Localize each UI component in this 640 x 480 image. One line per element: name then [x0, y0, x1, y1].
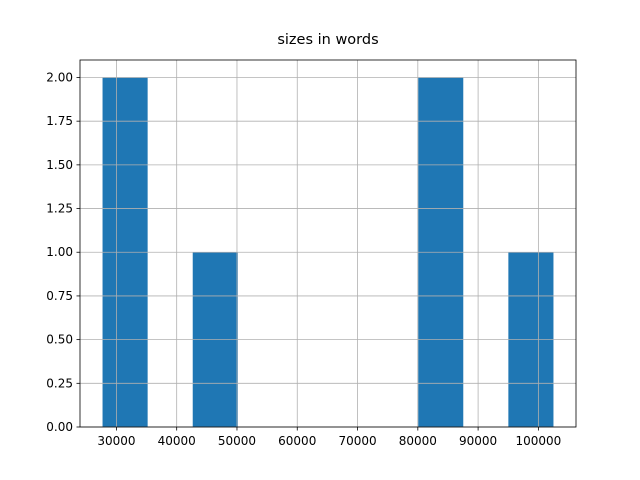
- x-tick-label: 40000: [158, 434, 196, 448]
- x-tick-label: 90000: [459, 434, 497, 448]
- y-tick-label: 0.50: [46, 333, 73, 347]
- x-tick-label: 70000: [338, 434, 376, 448]
- x-tick-label: 80000: [399, 434, 437, 448]
- y-tick-label: 1.75: [46, 114, 73, 128]
- y-tick-label: 1.00: [46, 245, 73, 259]
- x-tick-label: 100000: [515, 434, 561, 448]
- y-tick-label: 1.50: [46, 158, 73, 172]
- x-tick-label: 50000: [218, 434, 256, 448]
- y-tick-label: 0.00: [46, 420, 73, 434]
- plot-frame: [79, 59, 577, 428]
- y-tick-label: 0.25: [46, 376, 73, 390]
- chart-title: sizes in words: [277, 32, 378, 48]
- x-tick-label: 30000: [97, 434, 135, 448]
- y-tick-label: 2.00: [46, 70, 73, 84]
- x-tick-label: 60000: [278, 434, 316, 448]
- y-tick-label: 1.25: [46, 202, 73, 216]
- y-tick-label: 0.75: [46, 289, 73, 303]
